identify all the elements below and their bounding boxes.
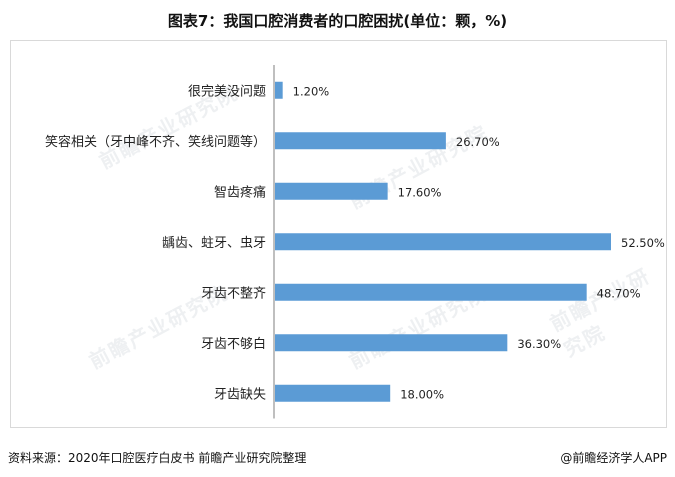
value-label: 52.50% <box>621 236 665 250</box>
category-label: 笑容相关（牙中峰不齐、笑线问题等） <box>45 134 266 150</box>
bar <box>275 132 446 150</box>
value-label: 17.60% <box>398 185 442 199</box>
chart-frame: 前瞻产业研究院 前瞻产业研究院 前瞻产业研究院 前瞻产业研究院 前瞻产业研究院 … <box>10 40 667 428</box>
bar-chart: 很完美没问题 1.20% 笑容相关（牙中峰不齐、笑线问题等） 26.70% 智齿疼痛 17… <box>45 65 665 419</box>
bar <box>275 233 611 251</box>
bar <box>275 182 388 200</box>
chart-title: 图表7：我国口腔消费者的口腔困扰(单位：颗，%) <box>167 12 508 30</box>
bar <box>275 384 391 402</box>
bar <box>275 283 587 301</box>
brand-label: @前瞻经济学人APP <box>560 451 667 465</box>
bar <box>275 334 508 352</box>
value-label: 26.70% <box>456 135 500 149</box>
bar <box>275 81 283 99</box>
value-label: 48.70% <box>597 286 641 300</box>
value-label: 1.20% <box>293 84 330 98</box>
category-label: 很完美没问题 <box>188 84 266 99</box>
source-note: 资料来源：2020年口腔医疗白皮书 前瞻产业研究院整理 <box>8 451 307 465</box>
value-label: 18.00% <box>400 387 444 401</box>
value-label: 36.30% <box>517 337 561 351</box>
category-label: 牙齿不够白 <box>201 336 266 352</box>
category-label: 牙齿缺失 <box>214 387 266 402</box>
category-label: 智齿疼痛 <box>214 184 266 200</box>
category-label: 龋齿、蛀牙、虫牙 <box>162 235 266 251</box>
category-label: 牙齿不整齐 <box>201 285 266 301</box>
